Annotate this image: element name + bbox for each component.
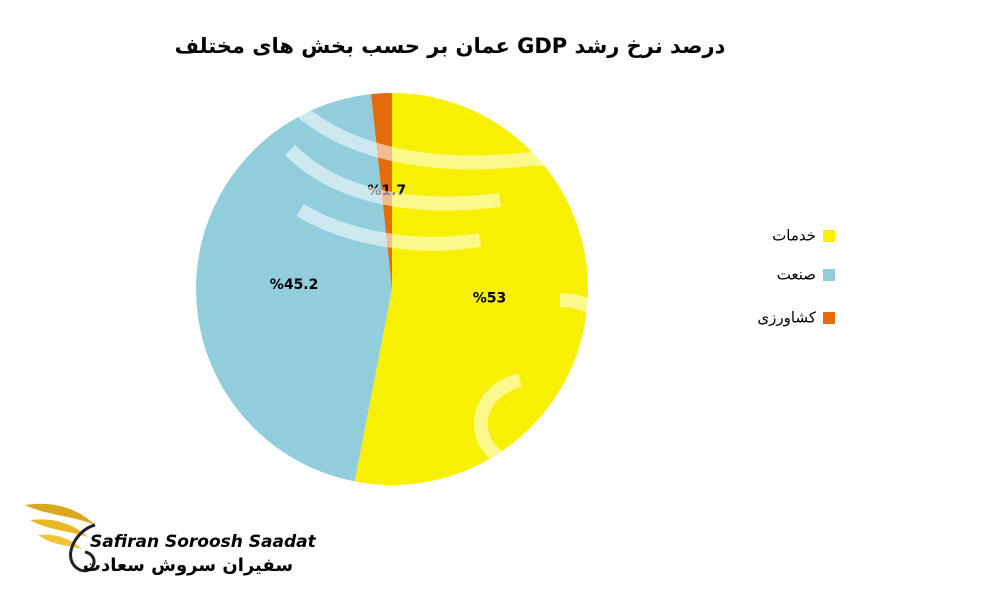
data-label: %45.2 bbox=[270, 277, 319, 293]
logo-swirl bbox=[69, 523, 96, 573]
data-label: %53 bbox=[473, 290, 507, 306]
legend-swatch bbox=[823, 269, 835, 281]
chart-title: درصد نرخ رشد GDP عمان بر حسب بخش های مخت… bbox=[175, 34, 726, 58]
logo-wing bbox=[30, 519, 88, 537]
logo: Safiran Soroosh Saadat سفیران سروش سعادت bbox=[25, 503, 317, 576]
logo-name-fa: سفیران سروش سعادت bbox=[83, 555, 293, 576]
legend-swatch bbox=[823, 230, 835, 242]
legend-swatch bbox=[823, 312, 835, 324]
legend-label: کشاورزی bbox=[757, 309, 816, 327]
pie-slice bbox=[354, 93, 588, 486]
legend: خدمات صنعت کشاورزی bbox=[757, 227, 835, 327]
watermark bbox=[274, 85, 649, 473]
logo-wing bbox=[25, 503, 95, 525]
logo-name-en: Safiran Soroosh Saadat bbox=[90, 532, 317, 552]
legend-label: صنعت bbox=[777, 266, 816, 284]
legend-label: خدمات bbox=[772, 227, 816, 245]
